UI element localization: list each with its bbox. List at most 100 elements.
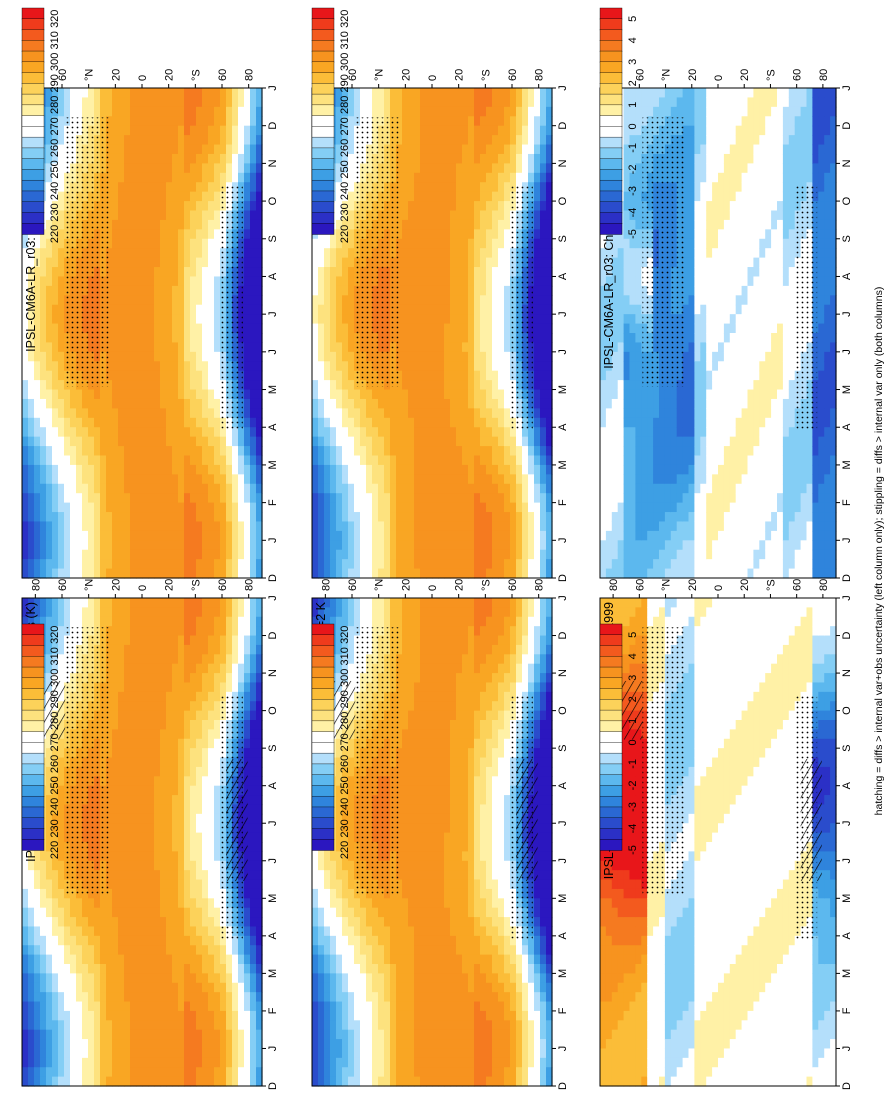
- heatmap-cell: [546, 860, 553, 871]
- heatmap-cell: [52, 766, 59, 777]
- heatmap-cell: [468, 964, 475, 974]
- heatmap-cell: [34, 851, 41, 862]
- heatmap-cell: [256, 785, 263, 796]
- heatmap-cell: [214, 1039, 221, 1050]
- heatmap-cell: [384, 992, 391, 1003]
- heatmap-cell: [462, 748, 469, 759]
- heatmap-cell: [360, 964, 367, 974]
- heatmap-cell: [330, 954, 337, 965]
- heatmap-cell: [130, 1010, 137, 1021]
- heatmap-cell: [432, 785, 439, 796]
- heatmap-cell: [366, 1067, 373, 1078]
- heatmap-cell: [670, 607, 678, 618]
- heatmap-cell: [166, 729, 173, 740]
- heatmap-cell: [498, 757, 505, 768]
- heatmap-cell: [546, 757, 553, 768]
- heatmap-cell: [600, 907, 607, 918]
- heatmap-cell: [486, 1039, 493, 1050]
- heatmap-cell: [208, 1020, 215, 1031]
- heatmap-cell: [22, 598, 29, 608]
- heatmap-cell: [498, 766, 505, 777]
- heatmap-cell: [28, 964, 35, 974]
- heatmap-cell: [118, 804, 125, 815]
- heatmap-cell: [214, 823, 221, 834]
- heatmap-cell: [676, 1067, 684, 1078]
- heatmap-cell: [312, 870, 319, 881]
- heatmap-cell: [432, 1039, 439, 1050]
- heatmap-cell: [664, 607, 672, 618]
- heatmap-cell: [336, 898, 343, 909]
- heatmap-cell: [546, 766, 553, 777]
- heatmap-cell: [534, 964, 541, 974]
- heatmap-cell: [426, 598, 433, 608]
- heatmap-cell: [629, 748, 636, 759]
- heatmap-cell: [617, 964, 625, 974]
- heatmap-cell: [492, 691, 499, 702]
- heatmap-cell: [214, 832, 221, 843]
- heatmap-cell: [100, 954, 107, 965]
- heatmap-cell: [160, 766, 167, 777]
- heatmap-cell: [354, 1001, 361, 1012]
- heatmap-cell: [214, 879, 221, 890]
- heatmap-cell: [438, 729, 445, 740]
- heatmap-cell: [190, 644, 197, 655]
- heatmap-cell: [468, 954, 475, 965]
- heatmap-cell: [112, 1020, 119, 1031]
- heatmap-cell: [629, 738, 636, 749]
- heatmap-cell: [214, 1001, 221, 1012]
- heatmap-cell: [408, 804, 415, 815]
- heatmap-cell: [420, 1029, 427, 1040]
- heatmap-cell: [480, 860, 487, 871]
- heatmap-cell: [504, 851, 511, 862]
- heatmap-cell: [94, 907, 101, 918]
- heatmap-cell: [118, 795, 125, 806]
- heatmap-cell: [498, 1067, 505, 1078]
- heatmap-cell: [456, 776, 463, 787]
- heatmap-cell: [474, 757, 481, 768]
- heatmap-cell: [372, 945, 379, 956]
- heatmap-cell: [414, 870, 421, 881]
- heatmap-cell: [202, 917, 209, 928]
- heatmap-cell: [354, 616, 361, 627]
- heatmap-cell: [184, 851, 191, 862]
- heatmap-cell: [342, 795, 349, 806]
- heatmap-cell: [130, 888, 137, 899]
- heatmap-cell: [94, 1020, 101, 1031]
- heatmap-cell: [238, 1076, 245, 1087]
- heatmap-cell: [58, 907, 65, 918]
- heatmap-cell: [348, 785, 355, 796]
- heatmap-cell: [244, 701, 251, 712]
- heatmap-cell: [226, 1057, 233, 1068]
- heatmap-cell: [196, 954, 203, 965]
- heatmap-cell: [617, 973, 625, 984]
- heatmap-cell: [124, 1057, 131, 1068]
- heatmap-cell: [154, 626, 161, 637]
- heatmap-cell: [396, 1076, 403, 1087]
- heatmap-cell: [178, 860, 185, 871]
- heatmap-cell: [58, 917, 65, 928]
- heatmap-cell: [58, 1039, 65, 1050]
- heatmap-cell: [444, 870, 451, 881]
- heatmap-cell: [354, 982, 361, 993]
- heatmap-cell: [106, 1057, 113, 1068]
- heatmap-cell: [468, 945, 475, 956]
- heatmap-cell: [408, 907, 415, 918]
- heatmap-cell: [160, 888, 167, 899]
- heatmap-cell: [148, 832, 155, 843]
- heatmap-cell: [118, 813, 125, 824]
- month-tick-label: D: [267, 1082, 279, 1090]
- heatmap-cell: [214, 644, 221, 655]
- heatmap-cell: [498, 860, 505, 871]
- heatmap-cell: [408, 964, 415, 974]
- heatmap-cell: [444, 823, 451, 834]
- heatmap-cell: [408, 748, 415, 759]
- heatmap-cell: [456, 795, 463, 806]
- heatmap-cell: [659, 1001, 666, 1012]
- heatmap-cell: [178, 898, 185, 909]
- heatmap-cell: [154, 607, 161, 618]
- heatmap-cell: [112, 635, 119, 646]
- heatmap-cell: [124, 935, 131, 946]
- heatmap-cell: [58, 1001, 65, 1012]
- heatmap-cell: [118, 1029, 125, 1040]
- heatmap-cell: [28, 973, 35, 984]
